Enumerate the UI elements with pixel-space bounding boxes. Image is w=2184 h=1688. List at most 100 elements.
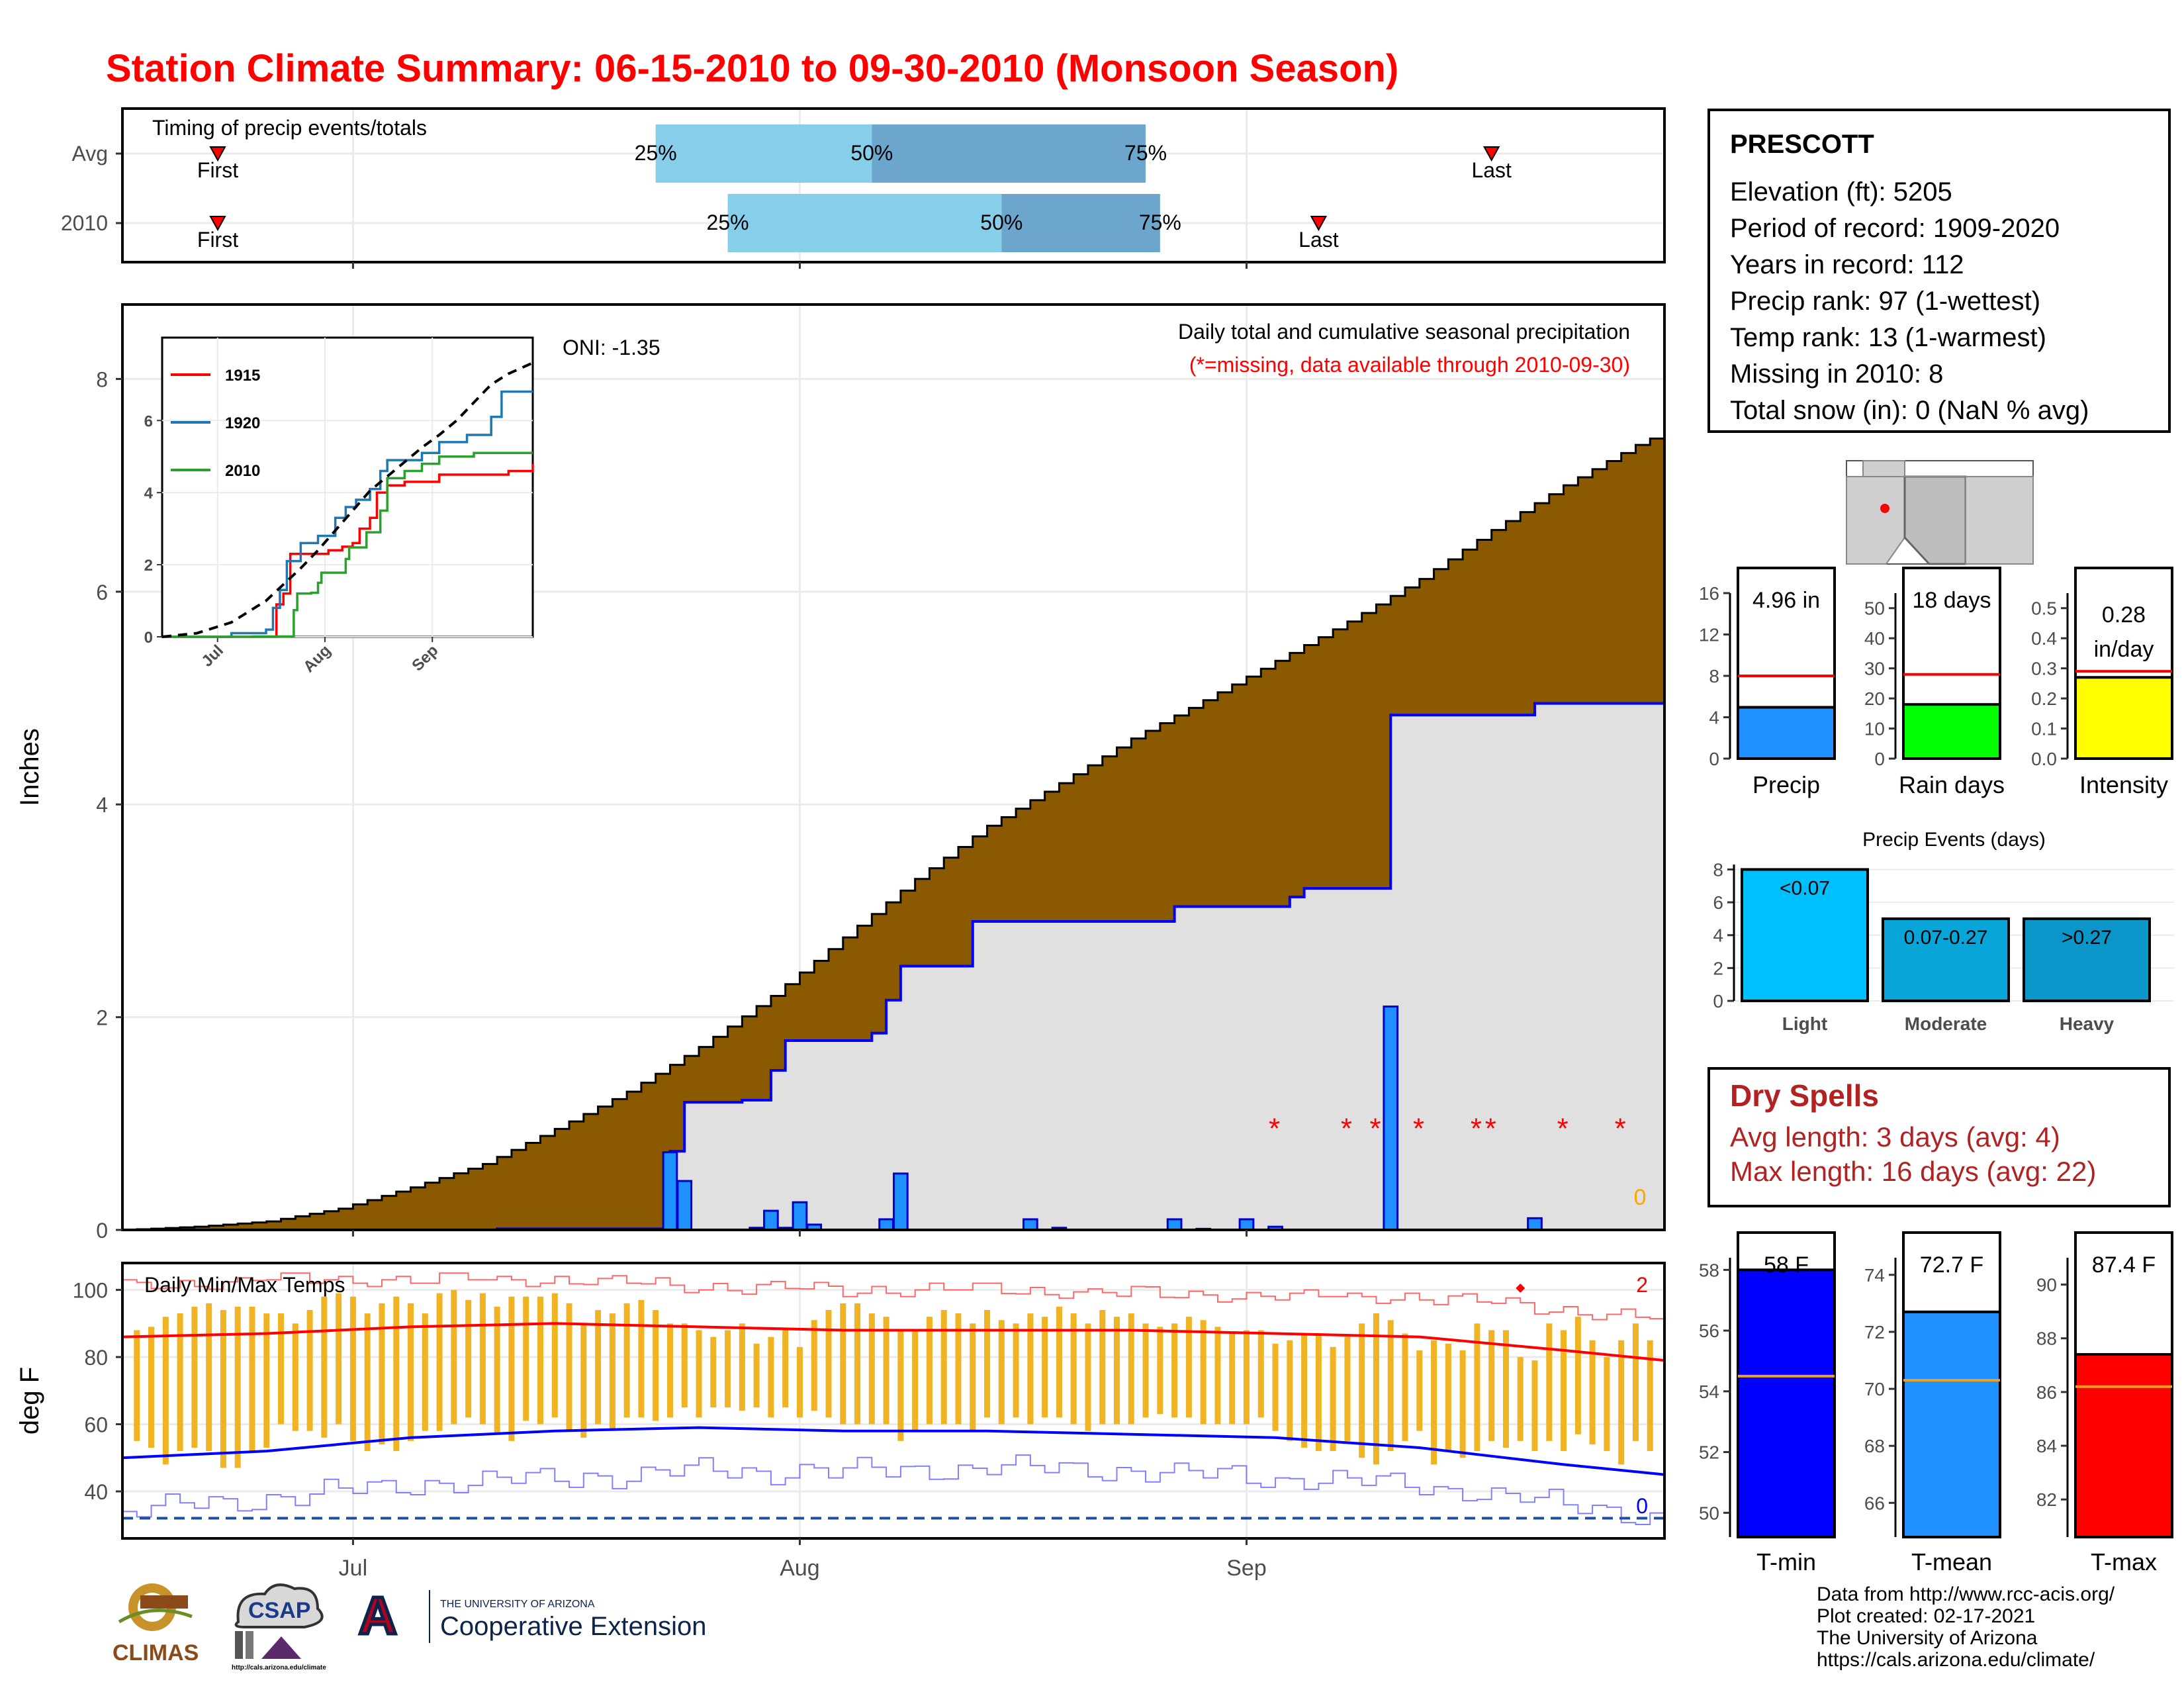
daily-temp-range-bar [436, 1293, 443, 1431]
daily-temp-range-bar [1445, 1343, 1451, 1452]
tmean-y-tick-label: 74 [1864, 1265, 1885, 1286]
cumulative-2010-area [122, 703, 1664, 1230]
daily-temp-range-bar [292, 1323, 298, 1431]
daily-temp-range-bar [768, 1336, 774, 1418]
daily-temp-range-bar [796, 1346, 803, 1418]
daily-temp-range-bar [566, 1303, 572, 1431]
daily-temp-range-bar [206, 1303, 212, 1452]
record-max-line [122, 1272, 1665, 1321]
tmean-y-tick-label: 70 [1864, 1379, 1885, 1399]
daily-temp-range-bar [1244, 1330, 1250, 1425]
daily-temp-range-bar [321, 1296, 328, 1438]
daily-temp-range-bar [897, 1330, 904, 1441]
daily-temp-range-bar [1301, 1333, 1308, 1448]
tmean-y-tick-label: 68 [1864, 1436, 1885, 1456]
daily-temp-range-bar [1632, 1323, 1639, 1441]
missing-marker: * [1369, 1112, 1381, 1145]
precip_total-y-tick-label: 12 [1699, 625, 1719, 645]
csap-logo-text: CSAP [248, 1598, 310, 1623]
tmean-panel: 66 68 70 72 74 72.7 F T-mean [1864, 1231, 2001, 1575]
tmax-value-label: 87.4 F [2092, 1252, 2156, 1278]
daily-temp-range-bar [926, 1317, 933, 1425]
daily-precip-bar [763, 1209, 779, 1231]
precip_total-panel: 0 4 8 12 16 4.96 in Precip [1699, 567, 1836, 798]
tmean-category-label: T-mean [1911, 1548, 1992, 1575]
daily-temp-range-bar [868, 1313, 875, 1425]
daily-temp-range-bar [551, 1293, 558, 1418]
inset-legend-label: 2010 [225, 462, 260, 480]
intensity-value-label-2: in/day [2094, 637, 2154, 662]
precip-y-axis-label: Inches [15, 728, 44, 806]
timing-q50-label: 50% [850, 141, 893, 165]
daily-precip-bar [662, 1151, 678, 1231]
inset-y-tick-label: 6 [144, 412, 153, 430]
daily-temp-range-bar [1085, 1323, 1091, 1431]
tmin-category-label: T-min [1756, 1548, 1816, 1575]
intensity-y-tick-label: 0.2 [2031, 688, 2057, 709]
daily-precip-bar [1527, 1217, 1543, 1231]
daily-temp-range-bar [1373, 1313, 1379, 1465]
temp-y-tick-label: 100 [73, 1279, 108, 1303]
credit-url: https://cals.arizona.edu/climate/ [1817, 1649, 2095, 1671]
oni-annotation: ONI: -1.35 [563, 336, 660, 359]
station-name: PRESCOTT [1730, 130, 1874, 159]
daily-temp-range-bar [912, 1330, 919, 1431]
daily-temp-range-bar [220, 1310, 226, 1468]
precip-events-title: Precip Events (days) [1862, 829, 2046, 851]
avg-max-line [122, 1322, 1665, 1362]
daily-temp-range-bar [1027, 1313, 1034, 1425]
tmin-y-tick-label: 52 [1699, 1442, 1719, 1463]
events-y-tick-label: 4 [1713, 925, 1723, 946]
precip-y-tick-label: 2 [96, 1006, 108, 1030]
tmean-value-label: 72.7 F [1920, 1252, 1983, 1278]
intensity-category-label: Intensity [2079, 771, 2168, 798]
timing-row-label: Avg [71, 142, 108, 165]
daily-temp-range-bar [1013, 1323, 1019, 1418]
events-category-label: Light [1782, 1013, 1827, 1034]
climas-logo: CLIMAS [113, 1583, 199, 1665]
temp-y-tick-label: 80 [84, 1346, 108, 1370]
daily-temp-range-bar [970, 1323, 976, 1431]
daily-temp-range-bar [940, 1310, 947, 1425]
record-min-line [122, 1454, 1665, 1525]
daily-temp-range-bar [1488, 1330, 1495, 1441]
missing-marker: * [1341, 1112, 1352, 1145]
inset-series-line [162, 451, 533, 638]
logos: CLIMAS CSAP http://cals.arizona.edu/clim… [113, 1583, 706, 1671]
tmin-y-tick-label: 50 [1699, 1503, 1719, 1523]
daily-temp-range-bar [1315, 1333, 1322, 1452]
station-missing: Missing in 2010: 8 [1730, 359, 1944, 389]
timing-last-marker [1310, 216, 1328, 232]
dry-spells-max: Max length: 16 days (avg: 22) [1730, 1156, 2097, 1187]
daily-temp-range-bar [1056, 1306, 1062, 1418]
rain_days-panel: 0 10 20 30 40 50 18 days Rain days [1864, 567, 2005, 798]
events-bar [2023, 917, 2151, 1002]
timing-q25-label: 25% [707, 211, 749, 234]
timing-chart: 25% 50% 75% First Last Avg 25% 50% 75% First Last 2… [61, 107, 1666, 269]
missing-marker: * [1485, 1112, 1496, 1145]
daily-precip-bar [1023, 1218, 1038, 1231]
events-category-label: Moderate [1905, 1013, 1987, 1034]
daily-temp-range-bar [710, 1336, 717, 1408]
daily-temp-range-bar [1070, 1313, 1077, 1425]
daily-temp-range-bar [854, 1303, 861, 1425]
daily-temp-range-bar [537, 1296, 543, 1425]
map-station-dot [1880, 504, 1889, 513]
daily-temp-range-bar [1330, 1346, 1336, 1452]
tmax-y-tick-label: 82 [2036, 1489, 2057, 1510]
precip_total-value-label: 4.96 in [1752, 588, 1820, 613]
events-category-label: Heavy [2060, 1013, 2115, 1034]
inset-series-line [162, 463, 534, 638]
daily-temp-range-bar [1142, 1323, 1149, 1418]
daily-temp-range-bar [263, 1313, 270, 1448]
cumulative-2010-line [122, 702, 1664, 1231]
events-bar [1882, 917, 2010, 1002]
precip-chart-title: Daily total and cumulative seasonal prec… [1178, 320, 1630, 344]
tmax-y-tick-label: 88 [2036, 1329, 2057, 1349]
intensity-value-label: 0.28 [2102, 602, 2146, 628]
dry-spells-panel: Dry Spells Avg length: 3 days (avg: 4) M… [1707, 1067, 2171, 1207]
daily-temp-range-bar [162, 1317, 169, 1465]
intensity-panel: 0.0 0.1 0.2 0.3 0.4 0.5 0.28 in/day Intensity [2031, 567, 2173, 798]
intensity-y-tick-label: 0.4 [2031, 628, 2057, 649]
rain_days-value-label: 18 days [1912, 588, 1991, 613]
